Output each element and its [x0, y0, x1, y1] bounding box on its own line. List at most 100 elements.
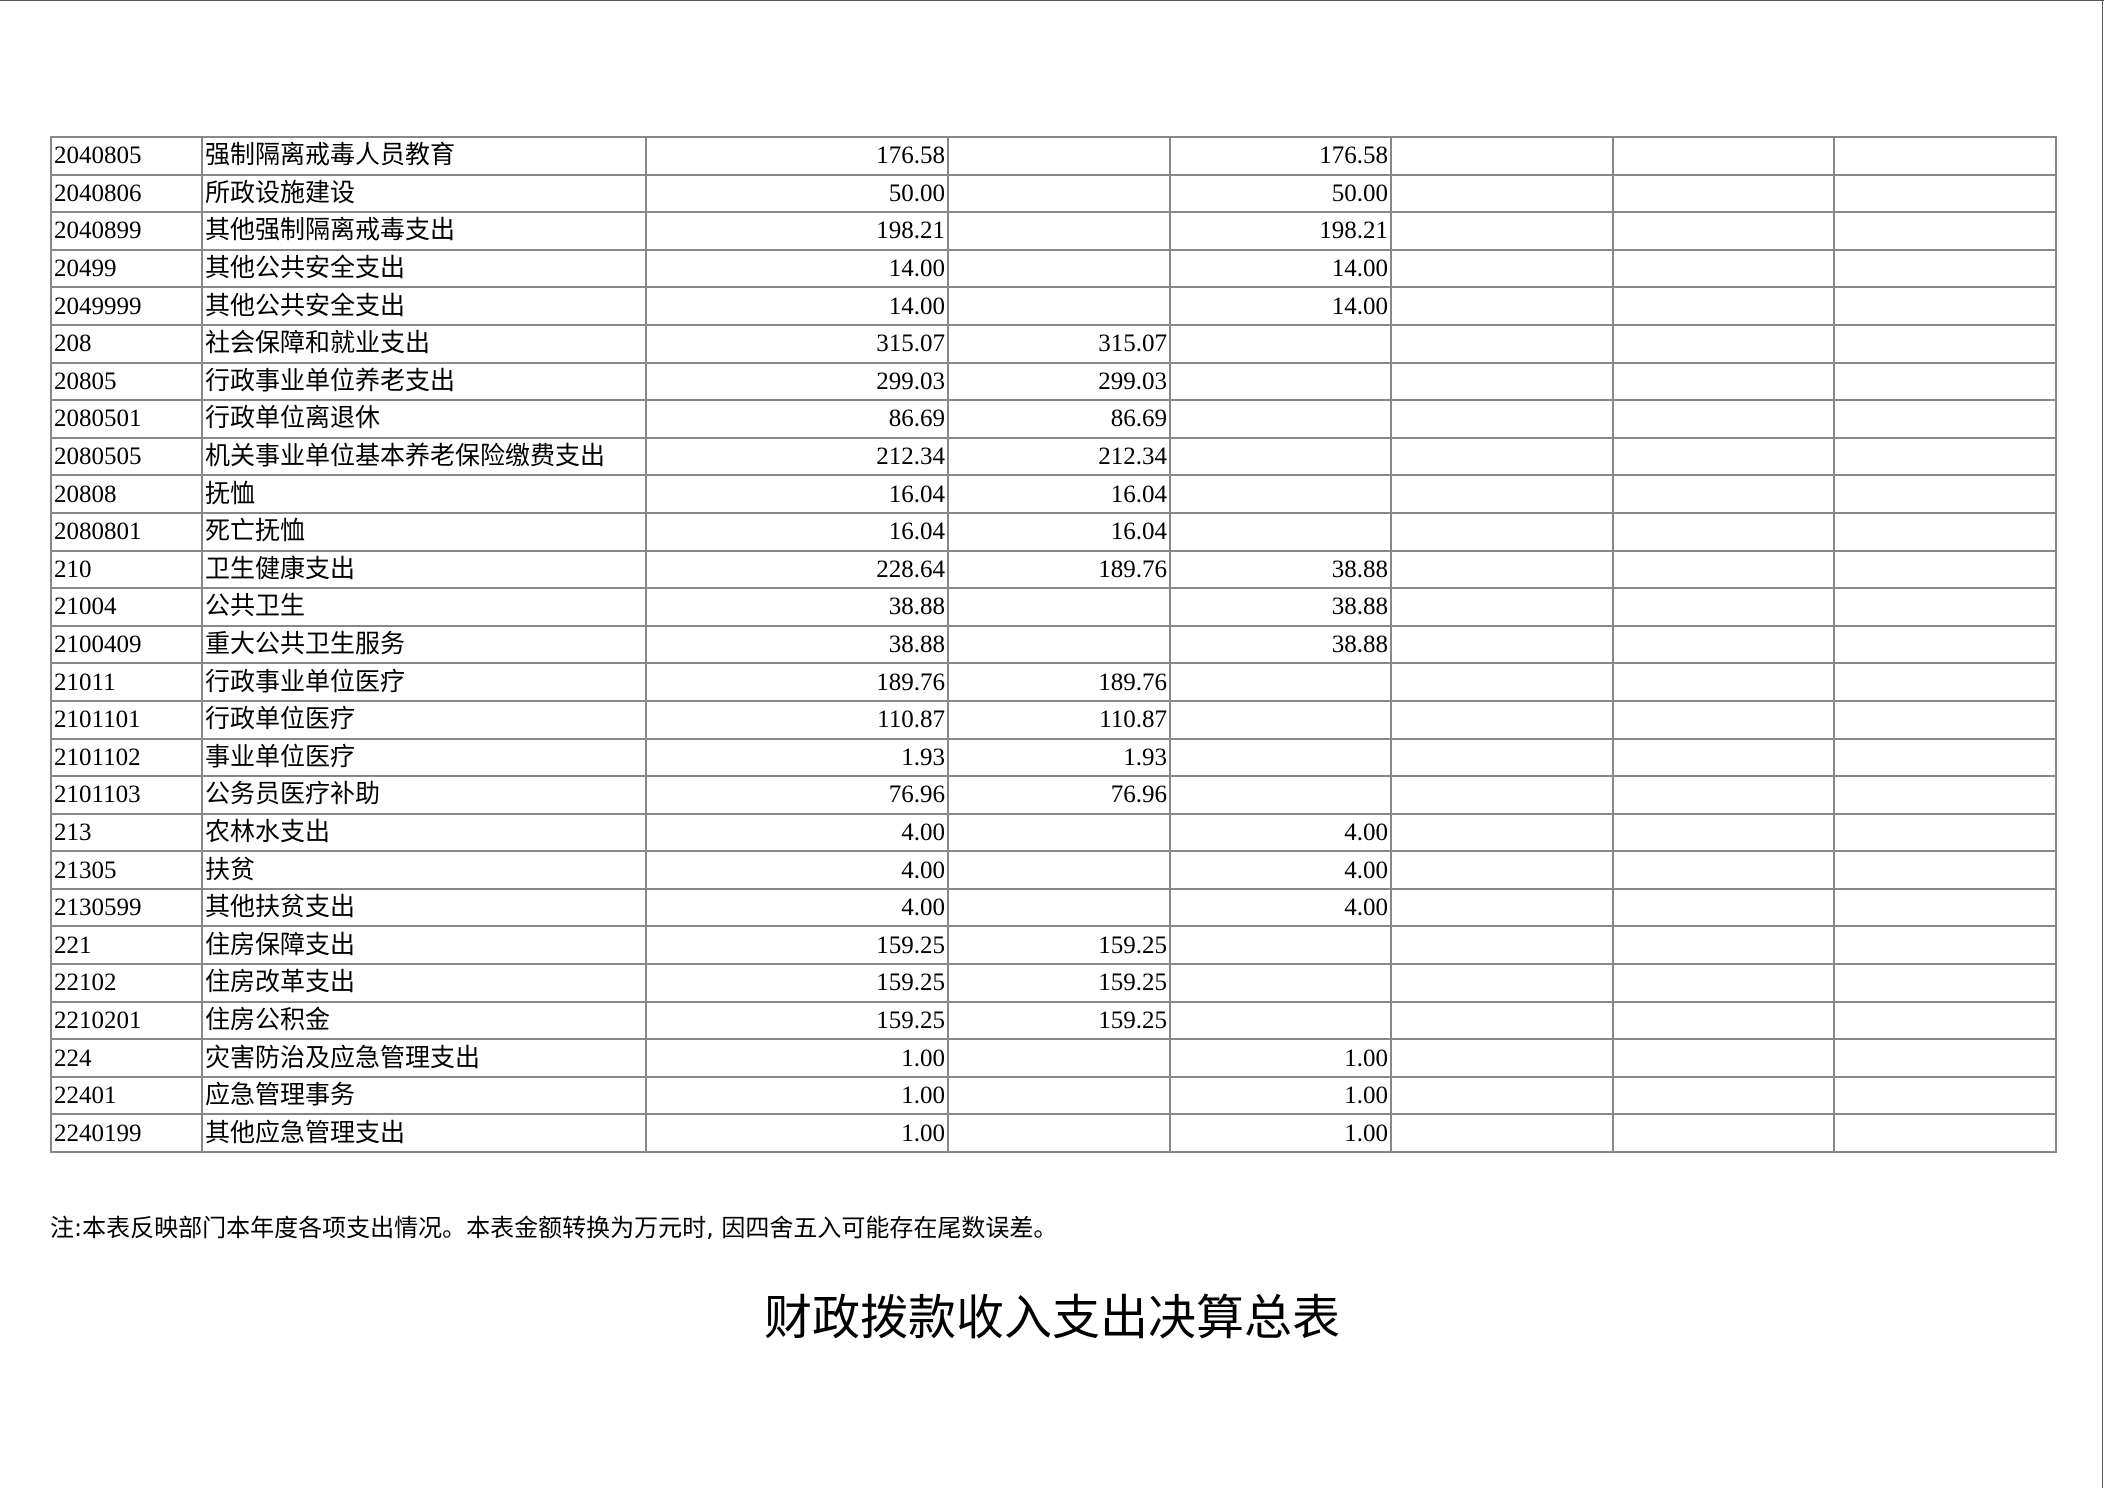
code-cell: 2130599 [50, 887, 203, 928]
name-cell: 抚恤 [201, 474, 647, 514]
code-cell: 22401 [50, 1075, 203, 1116]
empty-cell [1612, 511, 1835, 552]
table-note: 注:本表反映部门本年度各项支出情况。本表金额转换为万元时, 因四舍五入可能存在尾… [50, 1214, 1058, 1242]
total-cell: 38.88 [645, 624, 949, 665]
total-cell: 16.04 [645, 474, 949, 514]
table-row: 2040805 强制隔离戒毒人员教育 176.58 176.58 [50, 136, 2057, 176]
name-cell: 所政设施建设 [201, 173, 647, 214]
project-cell [1169, 662, 1392, 702]
total-cell: 76.96 [645, 775, 949, 815]
project-cell [1169, 775, 1392, 815]
name-cell: 行政事业单位养老支出 [201, 361, 647, 402]
table-row: 2040899 其他强制隔离戒毒支出 198.21 198.21 [50, 211, 2057, 251]
empty-cell [1390, 963, 1614, 1003]
empty-cell [1612, 1038, 1835, 1078]
code-cell: 2080505 [50, 436, 203, 477]
total-cell: 159.25 [645, 925, 949, 966]
table-row: 21004 公共卫生 38.88 38.88 [50, 587, 2057, 627]
empty-cell [1833, 624, 2057, 665]
basic-cell [947, 812, 1171, 853]
code-cell: 21011 [50, 662, 203, 702]
code-cell: 2240199 [50, 1113, 203, 1154]
code-cell: 21004 [50, 587, 203, 627]
name-cell: 公共卫生 [201, 587, 647, 627]
empty-cell [1390, 436, 1614, 477]
table-row: 213 农林水支出 4.00 4.00 [50, 812, 2057, 853]
name-cell: 行政单位医疗 [201, 699, 647, 740]
name-cell: 住房改革支出 [201, 963, 647, 1003]
empty-cell [1833, 699, 2057, 740]
basic-cell [947, 1075, 1171, 1116]
empty-cell [1833, 361, 2057, 402]
empty-cell [1390, 323, 1614, 364]
empty-cell [1833, 549, 2057, 590]
total-cell: 38.88 [645, 587, 949, 627]
table-row: 22401 应急管理事务 1.00 1.00 [50, 1075, 2057, 1116]
empty-cell [1390, 474, 1614, 514]
table-row: 2080505 机关事业单位基本养老保险缴费支出 212.34 212.34 [50, 436, 2057, 477]
name-cell: 卫生健康支出 [201, 549, 647, 590]
empty-cell [1390, 549, 1614, 590]
empty-cell [1390, 587, 1614, 627]
empty-cell [1833, 963, 2057, 1003]
table-row: 224 灾害防治及应急管理支出 1.00 1.00 [50, 1038, 2057, 1078]
empty-cell [1833, 587, 2057, 627]
table-row: 20499 其他公共安全支出 14.00 14.00 [50, 248, 2057, 289]
empty-cell [1833, 1113, 2057, 1154]
project-cell [1169, 474, 1392, 514]
code-cell: 2100409 [50, 624, 203, 665]
code-cell: 208 [50, 323, 203, 364]
expenditure-table: 2040805 强制隔离戒毒人员教育 176.58 176.58 2040806 所政设施… [50, 136, 2057, 1154]
empty-cell [1612, 211, 1835, 251]
name-cell: 其他公共安全支出 [201, 286, 647, 326]
total-cell: 198.21 [645, 211, 949, 251]
code-cell: 2040806 [50, 173, 203, 214]
basic-cell: 212.34 [947, 436, 1171, 477]
basic-cell [947, 211, 1171, 251]
basic-cell: 159.25 [947, 963, 1171, 1003]
empty-cell [1833, 925, 2057, 966]
basic-cell: 299.03 [947, 361, 1171, 402]
empty-cell [1612, 1000, 1835, 1041]
empty-cell [1833, 399, 2057, 439]
empty-cell [1390, 511, 1614, 552]
basic-cell: 159.25 [947, 1000, 1171, 1041]
name-cell: 应急管理事务 [201, 1075, 647, 1116]
empty-cell [1612, 549, 1835, 590]
name-cell: 行政单位离退休 [201, 399, 647, 439]
basic-cell: 86.69 [947, 399, 1171, 439]
name-cell: 公务员医疗补助 [201, 775, 647, 815]
project-cell: 14.00 [1169, 248, 1392, 289]
table-row: 21011 行政事业单位医疗 189.76 189.76 [50, 662, 2057, 702]
empty-cell [1390, 850, 1614, 890]
empty-cell [1612, 136, 1835, 176]
empty-cell [1833, 1000, 2057, 1041]
code-cell: 2210201 [50, 1000, 203, 1041]
basic-cell [947, 248, 1171, 289]
project-cell: 14.00 [1169, 286, 1392, 326]
total-cell: 4.00 [645, 812, 949, 853]
code-cell: 2080501 [50, 399, 203, 439]
total-cell: 159.25 [645, 1000, 949, 1041]
project-cell: 50.00 [1169, 173, 1392, 214]
table-row: 2101103 公务员医疗补助 76.96 76.96 [50, 775, 2057, 815]
empty-cell [1390, 248, 1614, 289]
project-cell: 1.00 [1169, 1075, 1392, 1116]
empty-cell [1612, 399, 1835, 439]
table-row: 2101102 事业单位医疗 1.93 1.93 [50, 737, 2057, 778]
total-cell: 4.00 [645, 887, 949, 928]
empty-cell [1833, 173, 2057, 214]
name-cell: 重大公共卫生服务 [201, 624, 647, 665]
code-cell: 221 [50, 925, 203, 966]
project-cell: 38.88 [1169, 549, 1392, 590]
project-cell [1169, 399, 1392, 439]
name-cell: 农林水支出 [201, 812, 647, 853]
table-row: 21305 扶贫 4.00 4.00 [50, 850, 2057, 890]
basic-cell: 189.76 [947, 549, 1171, 590]
empty-cell [1833, 511, 2057, 552]
empty-cell [1833, 775, 2057, 815]
total-cell: 189.76 [645, 662, 949, 702]
total-cell: 86.69 [645, 399, 949, 439]
total-cell: 4.00 [645, 850, 949, 890]
total-cell: 1.00 [645, 1113, 949, 1154]
